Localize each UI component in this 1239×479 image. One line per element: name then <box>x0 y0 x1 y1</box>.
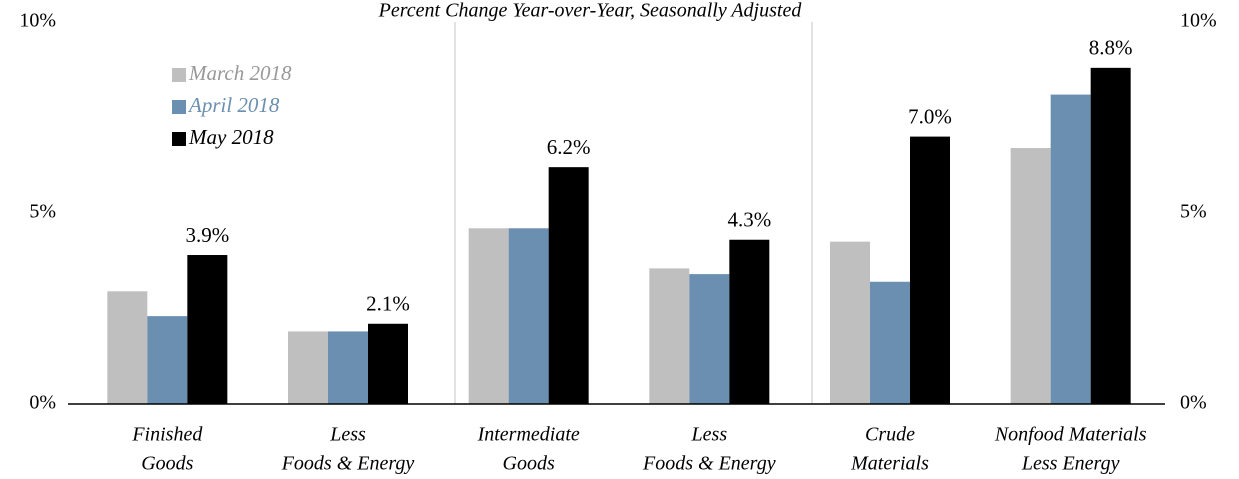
data-label: 2.1% <box>366 292 410 316</box>
y2-tick-label: 5% <box>1180 201 1207 223</box>
data-label: 6.2% <box>547 135 591 159</box>
bar <box>468 228 509 404</box>
legend-swatch <box>172 132 186 146</box>
legend-label: April 2018 <box>187 93 280 117</box>
x-tick-label: Less <box>329 424 366 446</box>
bar <box>729 239 770 404</box>
x-tick-label: Crude <box>865 424 915 446</box>
chart-title: Percent Change Year-over-Year, Seasonall… <box>378 0 803 22</box>
bar <box>649 268 690 404</box>
x-tick-label: Goods <box>503 453 555 475</box>
legend-swatch <box>172 68 186 82</box>
y-tick-label: 5% <box>29 201 56 223</box>
x-tick-label: Foods & Energy <box>281 453 415 475</box>
bar <box>1090 67 1131 404</box>
y2-tick-label: 10% <box>1180 10 1217 32</box>
data-label: 8.8% <box>1089 36 1133 60</box>
bar <box>870 281 910 404</box>
bar <box>368 323 408 404</box>
bar <box>830 241 870 404</box>
bar <box>1010 148 1051 404</box>
y-tick-label: 10% <box>19 10 56 32</box>
data-label: 4.3% <box>727 208 771 232</box>
bar <box>508 228 549 404</box>
bar <box>147 316 188 404</box>
bar <box>689 274 730 404</box>
y2-tick-label: 0% <box>1180 392 1207 414</box>
x-tick-label: Less Energy <box>1021 453 1120 475</box>
x-tick-label: Nonfood Materials <box>994 424 1147 446</box>
data-label: 7.0% <box>908 104 952 128</box>
bar <box>187 255 228 404</box>
legend-label: March 2018 <box>188 61 292 85</box>
x-tick-label: Foods & Energy <box>642 453 776 475</box>
x-tick-label: Intermediate <box>477 424 580 446</box>
y-tick-label: 0% <box>29 392 56 414</box>
bar <box>288 331 328 404</box>
x-tick-label: Less <box>691 424 728 446</box>
bar <box>328 331 368 404</box>
data-label: 3.9% <box>185 223 229 247</box>
bar <box>548 167 589 404</box>
bar <box>107 291 148 404</box>
x-tick-label: Materials <box>850 453 929 475</box>
legend-label: May 2018 <box>188 125 274 149</box>
bar <box>910 136 950 404</box>
x-tick-label: Goods <box>141 453 193 475</box>
bar <box>1050 94 1091 404</box>
legend-swatch <box>172 100 186 114</box>
x-tick-label: Finished <box>131 424 203 446</box>
